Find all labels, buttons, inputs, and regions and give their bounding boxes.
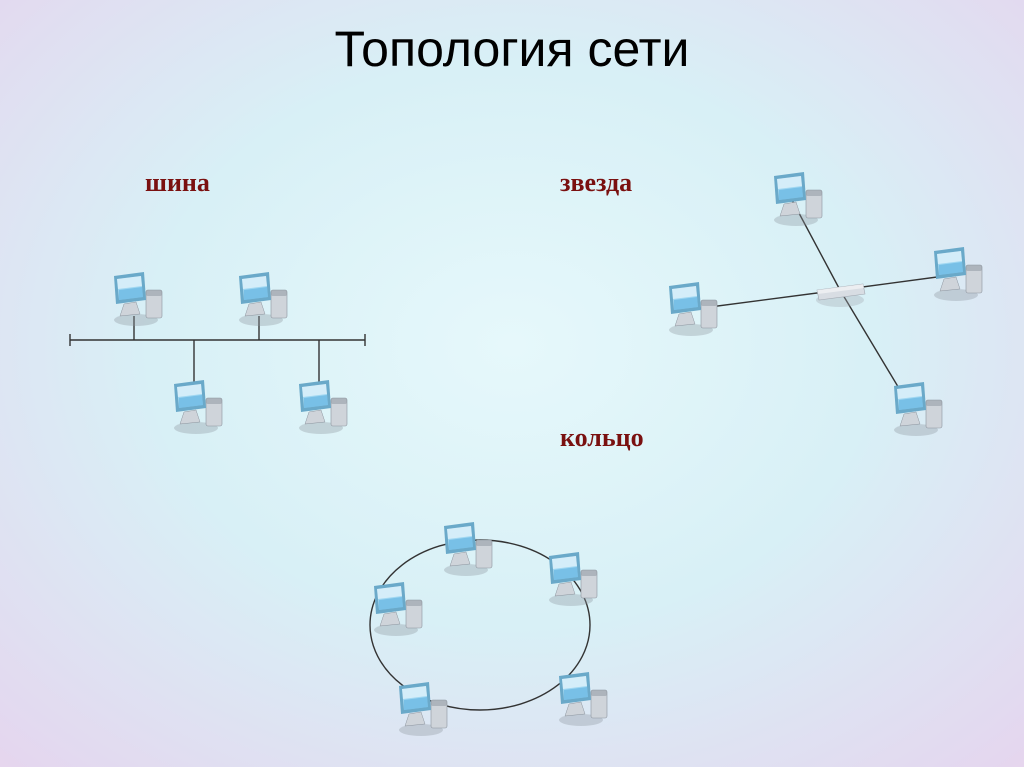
ring-computer-3	[399, 682, 447, 736]
label-bus: шина	[145, 168, 210, 198]
bus-computer-3	[299, 380, 347, 434]
label-star: звезда	[560, 168, 632, 198]
bus-computer-1	[239, 272, 287, 326]
bus-computer-0	[114, 272, 162, 326]
bus-topology-diagram	[60, 260, 375, 440]
ring-computer-2	[559, 672, 607, 726]
star-computer-0	[669, 282, 717, 336]
ring-computer-4	[374, 582, 422, 636]
star-topology-diagram	[640, 155, 990, 445]
hub-icon	[816, 284, 865, 307]
star-computer-3	[894, 382, 942, 436]
page-title: Топология сети	[0, 20, 1024, 78]
label-ring: кольцо	[560, 423, 644, 453]
slide: Топология сети шина звезда кольцо	[0, 0, 1024, 767]
star-computer-2	[934, 247, 982, 301]
ring-computer-0	[444, 522, 492, 576]
star-computer-1	[774, 172, 822, 226]
ring-computer-1	[549, 552, 597, 606]
bus-computer-2	[174, 380, 222, 434]
ring-topology-diagram	[330, 480, 630, 740]
